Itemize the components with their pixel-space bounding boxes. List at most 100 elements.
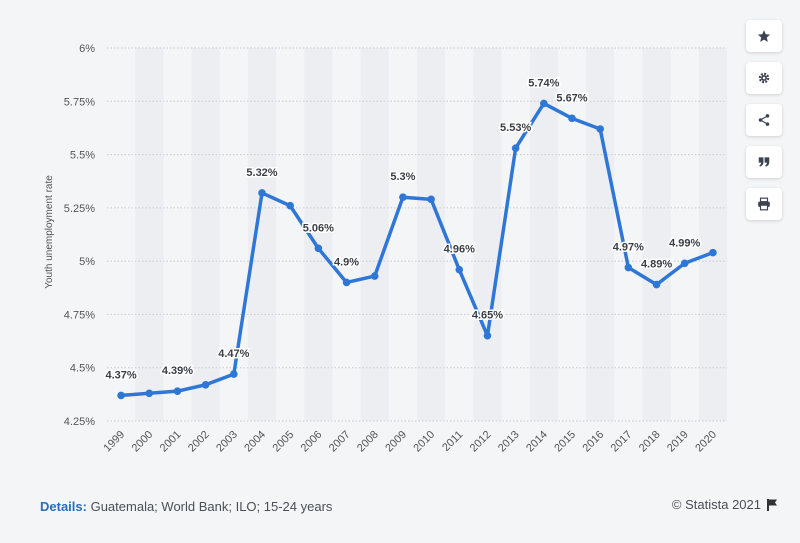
x-tick-label: 2003 xyxy=(214,429,240,455)
flag-icon xyxy=(767,498,777,511)
data-point xyxy=(511,144,520,152)
data-label: 4.99% xyxy=(669,237,700,249)
data-point xyxy=(201,380,210,389)
data-label: 5.67% xyxy=(556,92,587,104)
x-tick-label: 2018 xyxy=(637,429,663,455)
data-point xyxy=(399,193,407,201)
chart-band xyxy=(135,48,164,421)
y-tick-label: 5.5% xyxy=(70,150,95,162)
x-tick-label: 2009 xyxy=(383,429,409,455)
data-label: 5.06% xyxy=(303,222,334,234)
share-icon xyxy=(758,114,770,126)
y-tick-label: 4.5% xyxy=(70,363,95,375)
data-points xyxy=(117,99,717,400)
statista-credit[interactable]: © Statista 2021 xyxy=(672,497,778,512)
y-tick-label: 6% xyxy=(79,43,95,55)
y-tick-label: 4.25% xyxy=(64,416,95,428)
data-label: 4.65% xyxy=(472,310,503,322)
data-point xyxy=(145,389,154,398)
data-label: 5.3% xyxy=(390,171,415,183)
chart-band xyxy=(247,48,277,421)
y-tick-label: 5.25% xyxy=(64,203,95,215)
x-tick-label: 2017 xyxy=(609,429,635,455)
x-axis-ticks: 1999 2000 2001 2002 2003 2004 2005 2006 2007 2008… xyxy=(101,429,719,455)
x-tick-label: 2008 xyxy=(355,429,381,455)
chart-band xyxy=(417,48,446,421)
line-series xyxy=(119,101,715,398)
favorite-button[interactable] xyxy=(746,20,782,52)
data-point xyxy=(624,263,633,272)
data-label: 4.37% xyxy=(105,369,136,381)
details-text: Guatemala; World Bank; ILO; 15-24 years xyxy=(90,499,333,514)
data-point xyxy=(427,195,435,204)
x-tick-label: 2015 xyxy=(552,429,578,455)
x-tick-label: 2013 xyxy=(496,429,522,455)
x-tick-label: 2010 xyxy=(411,429,437,455)
chart-band xyxy=(586,48,615,421)
data-label: 4.9% xyxy=(334,256,359,268)
data-point xyxy=(342,278,351,287)
data-point xyxy=(286,201,294,210)
data-point xyxy=(596,125,604,133)
data-point xyxy=(568,114,576,123)
details-note: Details: Guatemala; World Bank; ILO; 15-… xyxy=(40,499,332,514)
y-axis-label: Youth unemployment rate xyxy=(44,175,55,289)
data-point xyxy=(258,189,266,197)
settings-button[interactable] xyxy=(746,62,782,94)
share-button[interactable] xyxy=(746,104,782,136)
data-label: 5.74% xyxy=(528,77,559,89)
data-point xyxy=(314,244,323,253)
chart-band xyxy=(698,48,727,421)
toolbar xyxy=(746,20,782,230)
y-tick-label: 5% xyxy=(79,256,95,268)
x-tick-label: 2004 xyxy=(242,429,268,455)
series-line xyxy=(119,101,715,398)
print-button[interactable] xyxy=(746,188,782,220)
x-tick-label: 2014 xyxy=(524,429,550,455)
data-label: 4.47% xyxy=(218,348,249,360)
x-tick-label: 2001 xyxy=(158,429,184,455)
data-point xyxy=(652,280,661,289)
chart-band xyxy=(473,48,502,421)
x-tick-label: 1999 xyxy=(101,429,127,455)
x-tick-label: 2020 xyxy=(693,429,719,455)
chart-band xyxy=(191,48,220,421)
data-point xyxy=(230,370,238,378)
data-label: 5.32% xyxy=(246,167,277,179)
data-point xyxy=(370,272,379,280)
x-tick-label: 2007 xyxy=(327,429,353,455)
data-point xyxy=(483,331,492,340)
data-point xyxy=(455,265,464,274)
x-tick-label: 2011 xyxy=(440,429,465,454)
x-tick-label: 2006 xyxy=(299,429,325,455)
x-tick-label: 2005 xyxy=(271,429,297,455)
data-point xyxy=(540,99,548,108)
chart-band xyxy=(642,48,671,421)
quote-icon xyxy=(758,157,770,167)
data-point xyxy=(709,248,717,257)
data-label: 4.96% xyxy=(444,244,475,256)
print-icon xyxy=(758,197,770,211)
data-label: 4.39% xyxy=(162,365,193,377)
data-point xyxy=(117,391,125,400)
data-label: 5.53% xyxy=(500,122,531,134)
credit-text: © Statista 2021 xyxy=(671,497,761,512)
chart-band xyxy=(360,48,389,421)
data-point xyxy=(680,259,689,268)
gear-icon xyxy=(758,72,770,84)
data-labels: 4.37% 4.39% 4.47% 5.32% 5.06% 4.9% 5.3% 4.96% 4.… xyxy=(104,76,702,383)
x-tick-label: 2002 xyxy=(186,429,212,455)
y-tick-label: 5.75% xyxy=(64,96,95,108)
data-label: 4.89% xyxy=(641,259,672,271)
data-label: 4.97% xyxy=(613,242,644,254)
star-icon xyxy=(757,30,771,42)
x-tick-label: 2012 xyxy=(468,429,494,455)
chart-bands xyxy=(135,48,727,421)
data-point xyxy=(173,387,182,395)
cite-button[interactable] xyxy=(746,146,782,178)
x-tick-label: 2019 xyxy=(665,429,691,455)
y-tick-label: 4.75% xyxy=(64,309,95,321)
details-label: Details: xyxy=(40,499,87,514)
y-axis-ticks: 4.25% 4.5% 4.75% 5% 5.25% 5.5% 5.75% 6% xyxy=(64,43,95,428)
